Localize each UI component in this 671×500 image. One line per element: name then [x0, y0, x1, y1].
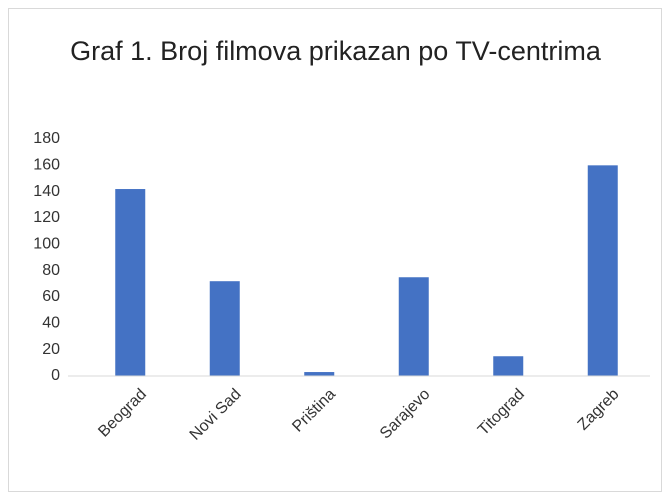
bar: [398, 277, 429, 376]
y-tick-label: 160: [33, 157, 60, 174]
y-tick-label: 20: [42, 341, 60, 358]
bar: [115, 189, 146, 376]
y-tick-label: 0: [51, 367, 60, 384]
y-tick-label: 140: [33, 183, 60, 200]
chart-title: Graf 1. Broj filmova prikazan po TV-cent…: [70, 36, 601, 66]
y-tick-label: 40: [42, 315, 60, 332]
y-tick-label: 120: [33, 209, 60, 226]
y-tick-label: 80: [42, 262, 60, 279]
y-tick-label: 60: [42, 288, 60, 305]
bar: [493, 356, 524, 376]
y-tick-label: 100: [33, 236, 60, 253]
bar: [209, 281, 240, 376]
bar: [587, 165, 618, 376]
y-tick-label: 180: [33, 130, 60, 147]
bar: [304, 372, 335, 376]
